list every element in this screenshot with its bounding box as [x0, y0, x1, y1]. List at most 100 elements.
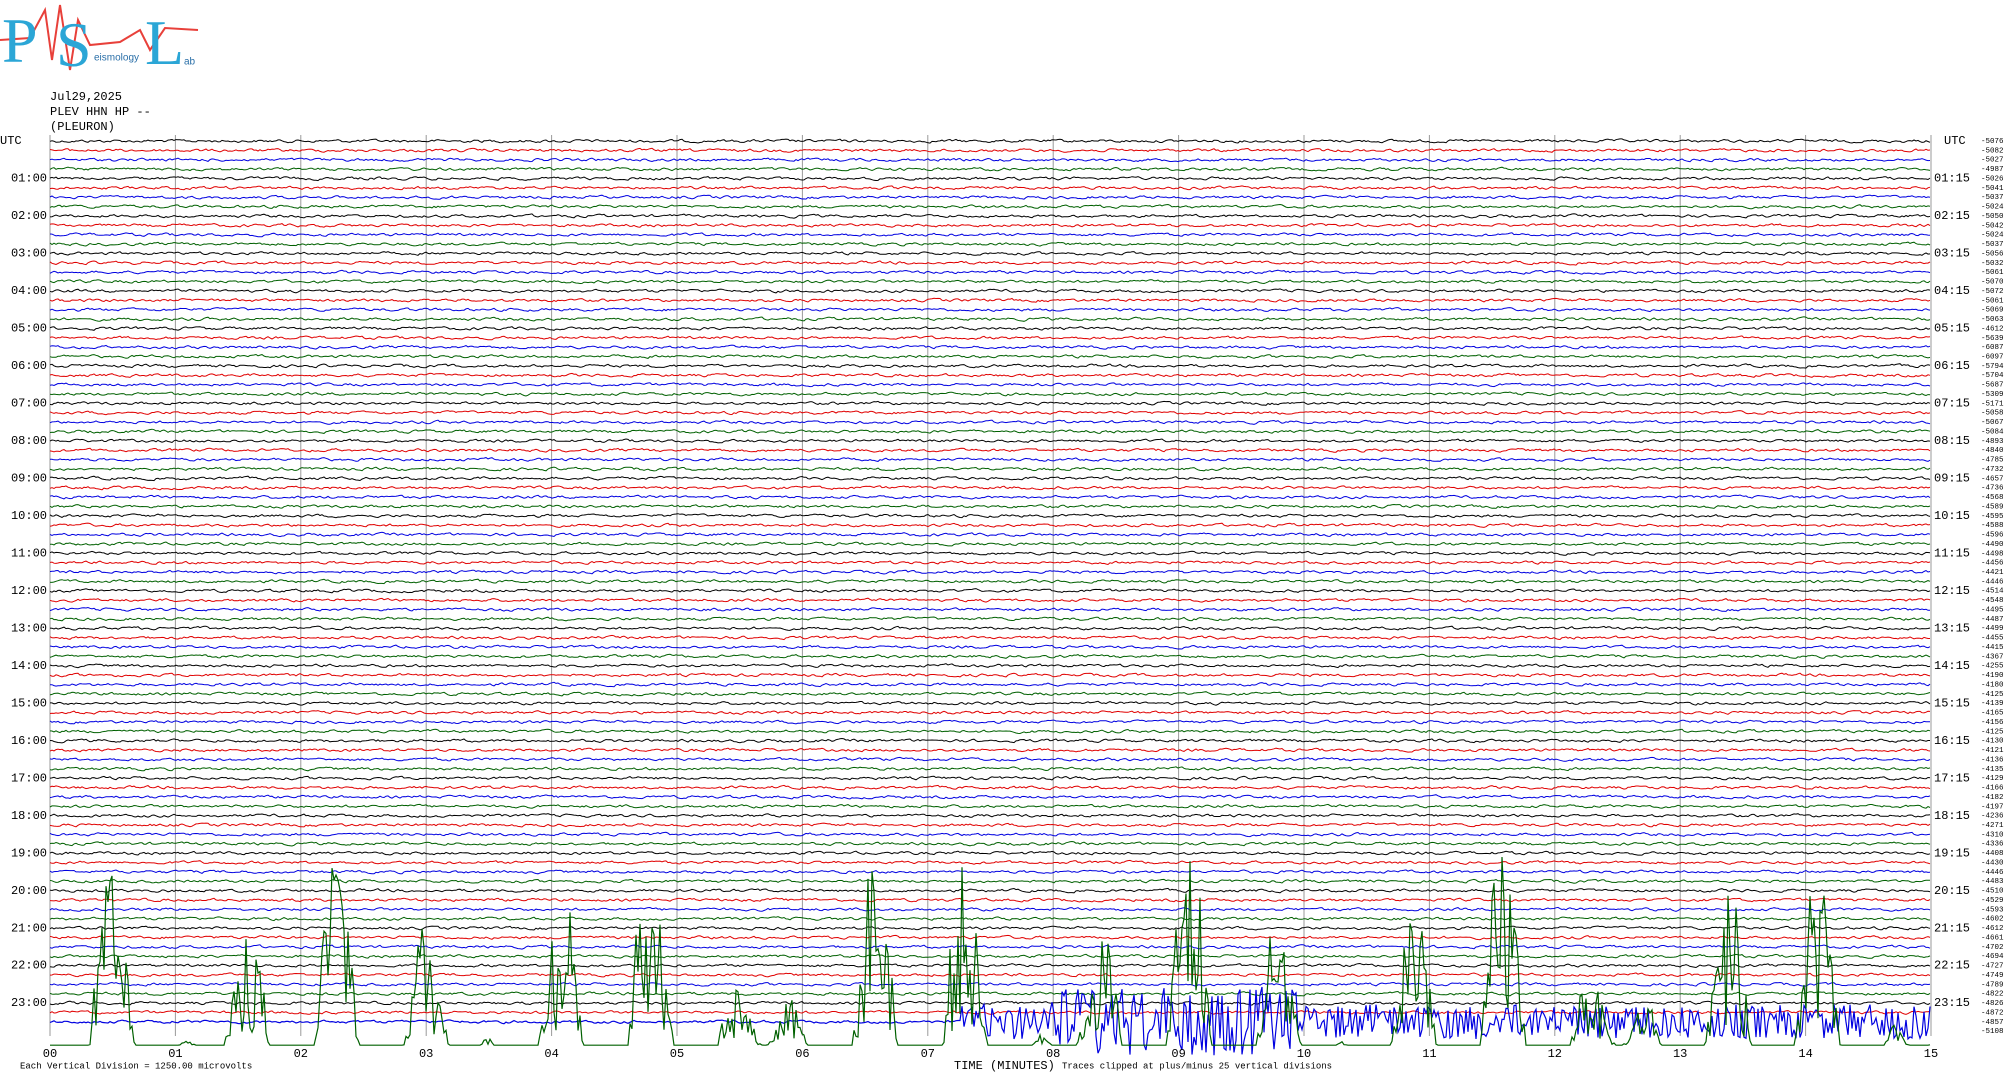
logo: P S L eismology ab: [0, 4, 199, 80]
trace-offset: -5037: [1981, 194, 2004, 202]
logo-word: eismology: [94, 53, 139, 64]
trace-offset: -4136: [1981, 756, 2004, 764]
hour-label: 20:00: [11, 884, 47, 898]
hour-label: 06:00: [11, 359, 47, 373]
trace-offset: -4872: [1981, 1009, 2004, 1017]
trace: [49, 831, 1931, 838]
trace-offset: -5072: [1981, 288, 2004, 296]
trace: [49, 986, 1931, 1056]
trace: [49, 335, 1931, 341]
x-tick-label: 01: [168, 1047, 182, 1061]
hour-label-right: 01:15: [1934, 172, 1970, 186]
trace: [49, 859, 1931, 865]
trace: [50, 681, 1931, 688]
trace-offset: -5032: [1981, 260, 2004, 268]
trace: [49, 194, 1931, 200]
trace-offset: -4548: [1981, 597, 2004, 605]
trace: [49, 166, 1931, 172]
trace-offset: -4588: [1981, 522, 2004, 530]
trace-offset: -5037: [1981, 241, 2004, 249]
trace-offset: -4125: [1981, 691, 2004, 699]
trace: [49, 747, 1931, 753]
trace: [50, 700, 1931, 706]
trace-offset: -4612: [1981, 925, 2004, 933]
labels: 00 01 02 03 04 05 06 07 08 09 10 11 12 13 14 15-5076-50…: [11, 138, 2004, 1061]
trace: [49, 634, 1930, 641]
logo-word: ab: [184, 57, 196, 68]
trace: [49, 531, 1931, 538]
hour-label-right: 09:15: [1934, 471, 1970, 485]
trace-offset: -4785: [1981, 457, 2004, 465]
hour-label: 02:00: [11, 209, 47, 223]
trace-offset: -4446: [1981, 869, 2004, 877]
trace-offset: -4727: [1981, 963, 2004, 971]
x-tick-label: 00: [43, 1047, 57, 1061]
trace: [49, 822, 1931, 828]
trace-offset: -4702: [1981, 944, 2004, 952]
x-axis-title: TIME (MINUTES): [954, 1059, 1055, 1073]
trace-offset: -5041: [1981, 185, 2004, 193]
trace: [49, 569, 1931, 575]
hour-label-right: 13:15: [1934, 621, 1970, 635]
trace: [49, 906, 1931, 912]
trace-offset: -5082: [1981, 147, 2004, 155]
trace: [49, 176, 1931, 182]
trace-offset: -5069: [1981, 307, 2004, 315]
hour-label: 11:00: [11, 546, 47, 560]
hour-label: 13:00: [11, 621, 47, 635]
hour-label-right: 22:15: [1934, 959, 1970, 973]
trace-offset: -5067: [1981, 419, 2004, 427]
trace-offset: -4661: [1981, 934, 2004, 942]
trace: [49, 794, 1931, 800]
trace: [49, 1009, 1931, 1015]
x-tick-label: 13: [1673, 1047, 1687, 1061]
trace: [49, 944, 1931, 950]
trace-offset: -4487: [1981, 616, 2004, 624]
trace: [49, 503, 1931, 509]
trace: [49, 803, 1931, 809]
trace: [49, 578, 1931, 585]
trace: [49, 391, 1931, 397]
trace-offset: -4139: [1981, 700, 2004, 708]
trace: [49, 232, 1931, 238]
trace: [49, 157, 1931, 163]
trace-offset: -4826: [1981, 1000, 2004, 1008]
hour-label-right: 04:15: [1934, 284, 1970, 298]
trace-offset: -4255: [1981, 663, 2004, 671]
trace-offset: -4408: [1981, 850, 2004, 858]
trace: [49, 756, 1931, 762]
hour-label: 21:00: [11, 921, 47, 935]
trace: [49, 934, 1931, 941]
trace: [49, 850, 1931, 856]
trace-offset: -5024: [1981, 204, 2004, 212]
trace-offset: -4456: [1981, 560, 2004, 568]
trace-offset: -4367: [1981, 653, 2004, 661]
trace-offset: -4789: [1981, 981, 2004, 989]
trace: [49, 278, 1931, 285]
trace: [49, 766, 1931, 772]
trace-offset: -4125: [1981, 728, 2004, 736]
trace-offset: -4840: [1981, 447, 2004, 455]
trace-offset: -4415: [1981, 644, 2004, 652]
trace-offset: -5171: [1981, 400, 2004, 408]
trace: [49, 691, 1931, 697]
trace: [50, 541, 1931, 547]
trace-offset: -4595: [1981, 513, 2004, 521]
hour-label-right: 03:15: [1934, 247, 1970, 261]
trace: [49, 251, 1931, 256]
scale-note: Each Vertical Division = 1250.00 microvo…: [20, 1061, 252, 1071]
trace: [49, 990, 1931, 997]
trace: [49, 522, 1931, 528]
trace-offset: -4197: [1981, 803, 2004, 811]
trace: [49, 663, 1931, 669]
trace: [49, 897, 1931, 903]
hour-label: 15:00: [11, 696, 47, 710]
trace: [49, 484, 1931, 491]
clip-note: Traces clipped at plus/minus 25 vertical…: [1062, 1061, 1332, 1071]
trace-offset: -4514: [1981, 588, 2004, 596]
x-tick-label: 11: [1422, 1047, 1436, 1061]
trace-offset: -4529: [1981, 897, 2004, 905]
hour-label: 23:00: [11, 996, 47, 1010]
trace: [49, 288, 1931, 294]
x-tick-label: 04: [544, 1047, 558, 1061]
